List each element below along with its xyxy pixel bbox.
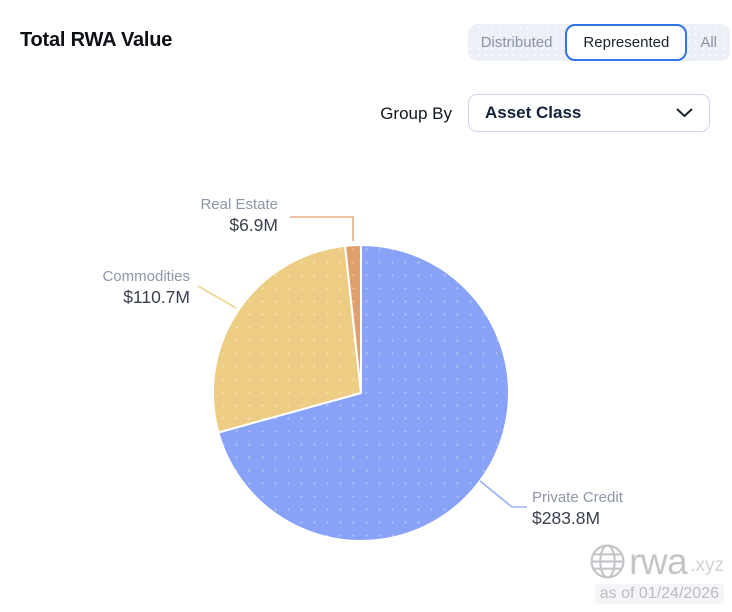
label-real-estate: Real Estate $6.9M (148, 195, 278, 237)
group-by-label: Group By (380, 104, 452, 123)
label-commodities: Commodities $110.7M (60, 267, 190, 309)
group-by-value: Asset Class (485, 103, 582, 122)
slice-value: $110.7M (123, 287, 190, 308)
brand-name: rwa (629, 541, 688, 582)
view-toggle: Distributed Represented All (467, 24, 730, 61)
page-title: Total RWA Value (20, 29, 173, 51)
globe-icon (590, 544, 625, 579)
slice-value: $283.8M (532, 508, 601, 529)
toggle-distributed[interactable]: Distributed (468, 24, 566, 61)
slice-value: $6.9M (229, 215, 278, 236)
group-by-select[interactable]: Asset Class (468, 94, 710, 132)
slice-name: Private Credit (532, 489, 623, 506)
slice-name: Real Estate (200, 196, 278, 213)
watermark: rwa .xyz as of 01/24/2026 (589, 543, 724, 604)
toggle-all[interactable]: All (687, 24, 730, 61)
as-of-date: as of 01/24/2026 (594, 584, 724, 604)
label-private-credit: Private Credit $283.8M (532, 488, 682, 530)
toggle-represented[interactable]: Represented (565, 24, 688, 61)
chevron-down-icon (676, 108, 693, 117)
leader-line-commodities (197, 285, 237, 309)
leader-line-private-credit (479, 480, 527, 508)
slice-name: Commodities (102, 268, 190, 285)
brand-suffix: .xyz (690, 555, 724, 576)
leader-line-real-estate (290, 216, 354, 241)
